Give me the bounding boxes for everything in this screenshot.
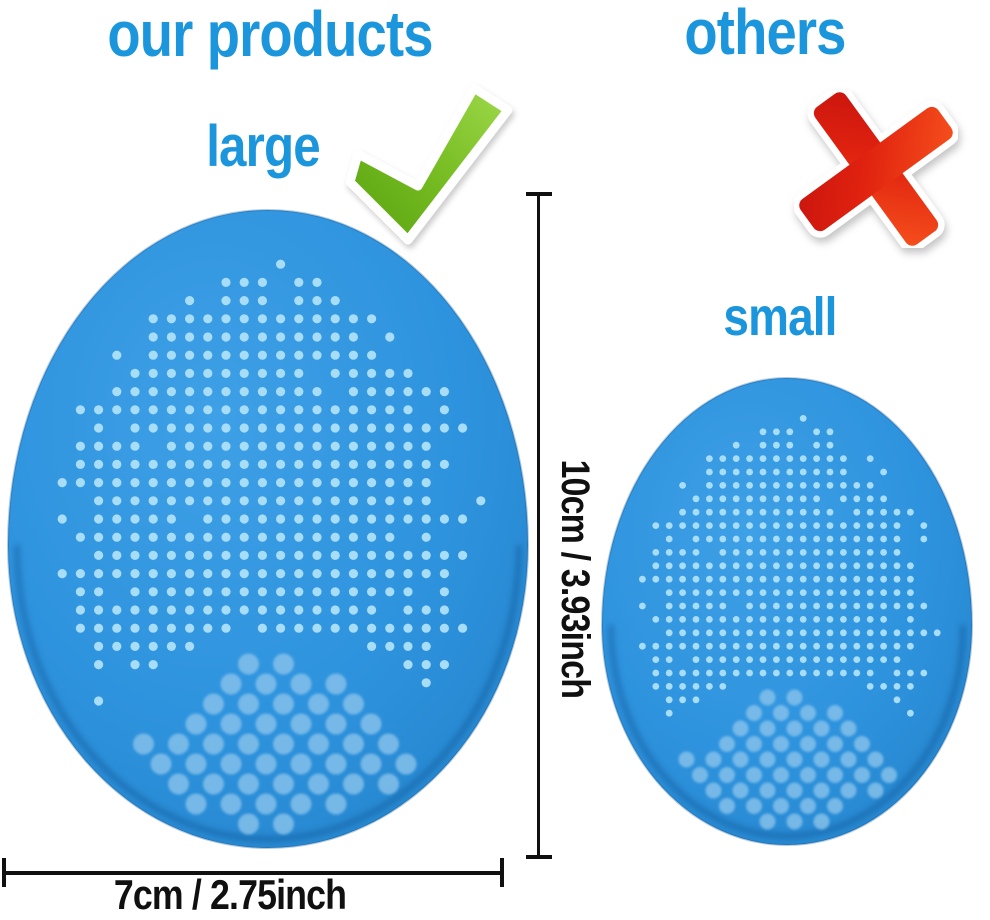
height-measure-cap-bottom bbox=[526, 855, 552, 859]
height-measure-cap-top bbox=[526, 192, 552, 196]
width-measure-tick-left bbox=[2, 858, 6, 887]
title-others: others bbox=[684, 0, 846, 68]
large-pad bbox=[6, 209, 530, 849]
height-measure-label: 10cm / 3.93inch bbox=[553, 459, 597, 699]
check-icon bbox=[345, 83, 513, 245]
height-measure-line bbox=[537, 194, 540, 857]
size-label-small: small bbox=[723, 287, 837, 347]
width-measure-tick-right bbox=[500, 858, 504, 887]
width-measure-label: 7cm / 2.75inch bbox=[113, 871, 347, 918]
width-measure-line bbox=[4, 871, 502, 875]
size-label-large: large bbox=[206, 114, 320, 179]
cross-icon bbox=[794, 90, 958, 248]
title-our-products: our products bbox=[107, 0, 433, 70]
small-pad bbox=[600, 377, 974, 846]
